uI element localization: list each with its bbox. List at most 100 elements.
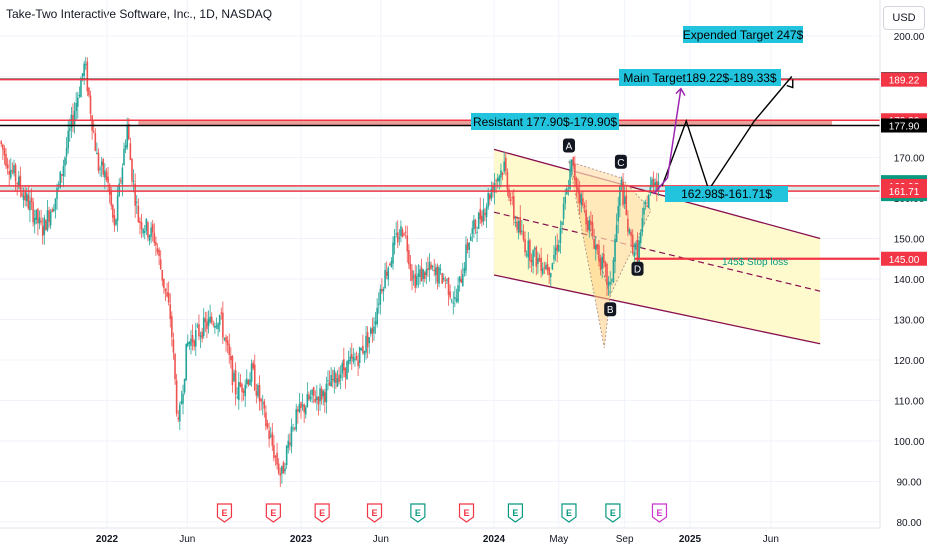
candle — [301, 393, 304, 411]
candle — [614, 234, 616, 274]
candle — [436, 263, 439, 290]
candle-body — [649, 184, 652, 193]
earnings-marker: E — [605, 503, 621, 523]
candle-body — [385, 271, 388, 276]
candle-body — [212, 323, 215, 326]
candle — [140, 213, 143, 238]
candle — [556, 233, 558, 263]
candle — [241, 382, 243, 402]
candle — [129, 137, 132, 161]
candle — [226, 336, 229, 354]
candle-body — [297, 409, 299, 412]
candle-body — [441, 273, 443, 284]
candle — [575, 176, 578, 198]
price-badge-bg — [881, 118, 927, 133]
candle-body — [420, 267, 423, 282]
currency-selector[interactable]: USD — [883, 6, 925, 30]
candle — [172, 332, 175, 360]
candle — [545, 262, 547, 270]
time-tick-label: Sep — [616, 534, 634, 545]
candle — [21, 187, 23, 198]
candle-body — [193, 340, 195, 347]
candle — [349, 347, 351, 365]
candle — [373, 317, 375, 341]
candle — [127, 117, 130, 141]
candle-body — [362, 345, 364, 353]
candle — [521, 219, 523, 236]
earnings-marker: E — [561, 503, 577, 523]
candle — [76, 91, 79, 119]
candle — [89, 90, 92, 121]
candle — [45, 219, 47, 231]
time-tick-label: Jun — [763, 534, 779, 545]
candle — [48, 206, 50, 228]
candle-body — [586, 221, 589, 231]
candle — [408, 244, 410, 269]
candle — [134, 173, 136, 218]
candle-body — [156, 248, 159, 253]
candle — [612, 256, 615, 284]
candle-body — [84, 64, 87, 66]
candle — [316, 384, 318, 411]
candle — [430, 261, 432, 271]
candle — [102, 158, 105, 178]
candle-body — [327, 380, 329, 382]
candle — [617, 196, 620, 234]
candle-body — [287, 440, 290, 448]
candle-body — [607, 281, 610, 287]
candle-body — [220, 312, 223, 314]
candle-body — [466, 242, 469, 250]
candle — [374, 311, 377, 335]
candle — [606, 262, 608, 296]
candle-body — [623, 196, 626, 204]
candle-body — [68, 128, 71, 131]
candle — [627, 210, 629, 237]
candle — [532, 248, 534, 274]
candle — [155, 236, 157, 256]
candle — [548, 266, 550, 284]
candle — [94, 128, 97, 152]
candle — [455, 288, 458, 304]
candle — [245, 369, 248, 389]
candle-body — [108, 184, 111, 195]
candle-body — [501, 173, 504, 175]
pattern-point-d: D — [631, 261, 644, 276]
candle-body — [436, 266, 439, 283]
candle-body — [53, 209, 55, 212]
candle-body — [473, 219, 475, 230]
candle-body — [527, 240, 530, 258]
candle — [540, 247, 542, 278]
earnings-letter: E — [566, 508, 572, 518]
candle-body — [336, 378, 339, 387]
candle — [244, 379, 246, 408]
projection-purple-arrow — [675, 87, 686, 97]
candle-body — [94, 132, 97, 151]
candle-body — [222, 312, 224, 338]
candle-body — [5, 153, 7, 167]
candle — [633, 242, 636, 265]
candle — [423, 270, 426, 283]
candle-body — [129, 143, 132, 161]
candle-body — [604, 262, 607, 267]
candle-body — [335, 373, 337, 383]
candle — [466, 238, 469, 254]
candle-body — [646, 205, 648, 207]
candle-body — [89, 95, 92, 114]
candle — [118, 178, 121, 197]
candle-body — [569, 168, 571, 190]
candle-body — [525, 254, 528, 256]
candle — [420, 258, 423, 282]
candle — [314, 390, 317, 404]
candle — [33, 209, 36, 234]
candle — [32, 197, 34, 227]
candle — [572, 156, 575, 170]
candle-body — [180, 400, 183, 404]
candle — [389, 262, 391, 266]
candle — [268, 422, 270, 448]
candle — [411, 264, 413, 291]
candle — [287, 434, 290, 454]
candle-body — [38, 217, 41, 224]
candle — [279, 467, 282, 488]
candle-body — [182, 393, 184, 404]
